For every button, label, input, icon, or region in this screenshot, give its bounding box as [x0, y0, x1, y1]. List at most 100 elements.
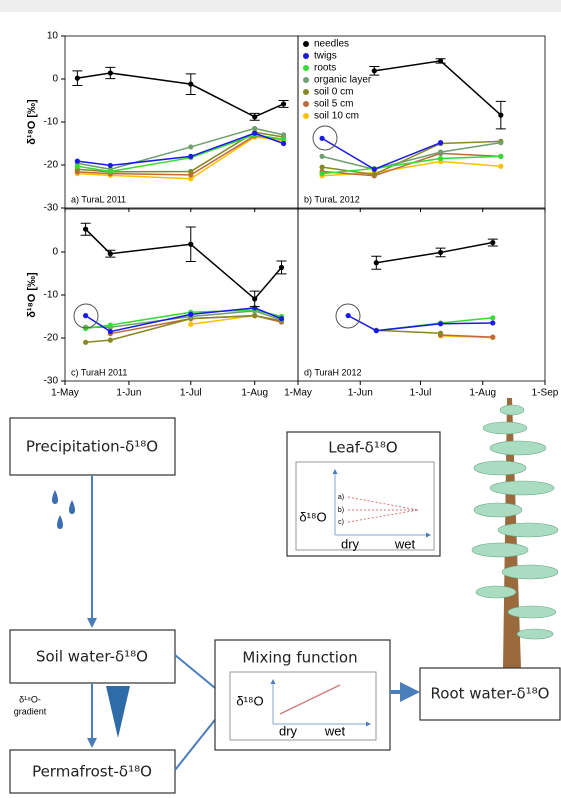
x-tick-label: 1-Jun: [348, 388, 373, 399]
node-box: [9, 629, 176, 684]
series-line: [376, 329, 441, 335]
panel-label: b) TuraL 2012: [304, 194, 360, 204]
data-point: [83, 325, 89, 332]
legend-label: organic layer: [314, 75, 372, 86]
x-tick-label: 1-Jun: [116, 388, 141, 399]
data-point: [252, 130, 258, 136]
data-point: [107, 328, 113, 335]
y-tick-label: -10: [44, 290, 59, 301]
data-point: [490, 315, 496, 321]
data-point: [83, 226, 89, 232]
data-point: [107, 168, 113, 175]
data-point: [490, 320, 496, 326]
mixing-inner: [229, 671, 377, 741]
series-line: [376, 241, 493, 264]
series-line: [374, 60, 502, 116]
y-tick-label: -10: [44, 117, 59, 128]
y-tick-label: 0: [52, 74, 58, 85]
data-point: [498, 140, 504, 146]
gradient-triangle: [106, 686, 130, 738]
node-box: [419, 667, 561, 721]
legend-label: soil 10 cm: [314, 111, 359, 122]
data-point: [280, 132, 287, 138]
data-point: [188, 153, 194, 159]
data-point: [188, 311, 194, 317]
data-point: [498, 112, 504, 118]
plot-frame: [64, 208, 299, 382]
series-line: [77, 72, 284, 118]
data-point: [437, 321, 444, 327]
data-point: [371, 171, 377, 178]
x-tick-label: 1-Jul: [180, 388, 202, 399]
y-tick-label: -30: [44, 203, 59, 214]
axis-label: dry: [341, 536, 360, 551]
data-point: [107, 337, 113, 343]
x-tick-label: 1-Aug: [469, 388, 496, 399]
data-point: [280, 101, 287, 107]
axis-label: dry: [279, 723, 298, 738]
legend-marker: [303, 77, 309, 83]
data-point: [188, 241, 194, 247]
series-line: [85, 228, 283, 300]
panel-label: a) TuraL 2011: [71, 194, 126, 204]
data-point: [188, 176, 194, 182]
panel-label: d) TuraH 2012: [304, 367, 362, 377]
y-tick-label: 10: [47, 31, 59, 42]
data-point: [280, 136, 287, 142]
data-point: [498, 163, 504, 169]
legend-label: twigs: [314, 51, 337, 62]
gradient-label: gradient: [14, 706, 47, 716]
x-tick-label: 1-Jul: [410, 388, 432, 399]
data-point: [345, 313, 351, 319]
panel-label: c) TuraH 2011: [71, 367, 127, 377]
series-line: [321, 141, 501, 171]
data-point: [278, 316, 285, 322]
line-label: a): [338, 494, 344, 501]
data-point: [252, 114, 258, 120]
node-box: [9, 417, 176, 476]
x-tick-label: 1-Aug: [241, 388, 268, 399]
data-point: [107, 251, 113, 257]
data-point: [437, 330, 444, 336]
charts: -30 -20 -10 0 10 δ¹⁸O [‰] a) TuraL 2011 b) Tura…: [26, 31, 559, 399]
node-label: Root water-δ¹⁸O: [431, 685, 550, 703]
data-point: [74, 75, 80, 81]
series-line: [322, 155, 501, 175]
diagram: Precipitation-δ¹⁸O Soil water-δ¹⁸O δ¹⁸O-…: [9, 398, 561, 794]
x-tick-label: 1-Sep: [532, 388, 559, 399]
highlight-circle: [73, 303, 99, 329]
legend-label: soil 5 cm: [314, 99, 353, 110]
data-point: [490, 239, 496, 246]
data-point: [437, 155, 444, 162]
legend-label: soil 0 cm: [314, 87, 353, 98]
axis-label: δ¹⁸O: [299, 509, 326, 524]
data-point: [437, 249, 444, 256]
series-line: [440, 334, 493, 338]
line-label: b): [338, 507, 344, 514]
legend-label: needles: [314, 39, 349, 50]
data-point: [437, 140, 444, 146]
data-point: [280, 140, 287, 147]
data-point: [319, 171, 325, 177]
y-axis-label: δ¹⁸O [‰]: [26, 272, 38, 318]
highlight-circle: [312, 125, 338, 151]
raindrops: [52, 490, 75, 529]
plot-frame: [64, 35, 299, 209]
data-point: [373, 328, 379, 334]
y-tick-label: 0: [52, 247, 58, 258]
tree: [471, 398, 559, 668]
axis-label: δ¹⁸O: [236, 693, 263, 708]
data-point: [498, 153, 504, 159]
data-point: [373, 260, 379, 266]
data-point: [278, 264, 285, 271]
legend-marker: [303, 41, 309, 47]
leaf-title: Leaf-δ¹⁸O: [328, 439, 397, 457]
y-axis-label: δ¹⁸O [‰]: [26, 99, 38, 145]
data-point: [252, 296, 258, 302]
data-point: [490, 334, 496, 340]
axis-label: wet: [324, 723, 346, 738]
legend-marker: [303, 89, 309, 95]
node-label: Soil water-δ¹⁸O: [36, 648, 148, 666]
data-point: [188, 144, 194, 150]
